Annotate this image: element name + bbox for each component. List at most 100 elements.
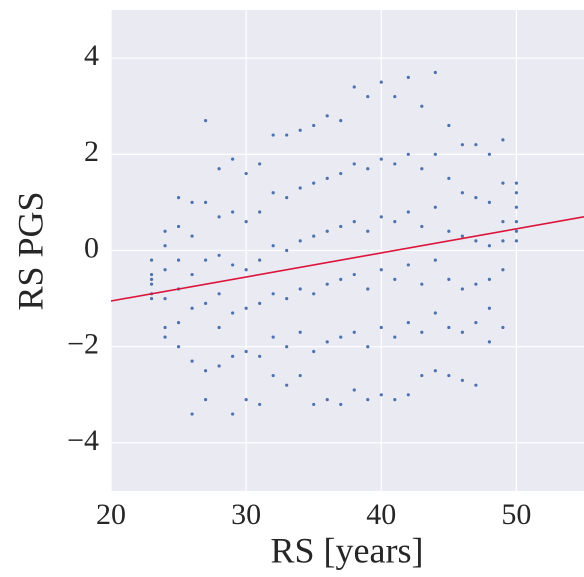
point [149, 258, 154, 262]
point [474, 143, 478, 147]
point [474, 383, 478, 387]
point [447, 325, 451, 330]
point [325, 229, 329, 233]
point [406, 210, 410, 214]
point [176, 258, 181, 262]
point [433, 205, 437, 209]
point [501, 181, 505, 185]
point [447, 373, 451, 378]
point [433, 311, 437, 315]
point [231, 354, 235, 358]
point [447, 229, 451, 233]
y-axis-label: RS PGS [10, 191, 50, 310]
point [312, 234, 316, 238]
point [325, 176, 329, 180]
point [258, 301, 262, 306]
point [217, 292, 221, 296]
point [163, 325, 167, 330]
point [460, 143, 464, 147]
point [514, 181, 519, 185]
point [217, 215, 221, 219]
point [244, 306, 248, 310]
point [312, 292, 316, 296]
point [406, 75, 410, 79]
point [163, 229, 167, 233]
point [406, 152, 410, 156]
point [312, 402, 316, 407]
point [420, 224, 424, 229]
point [325, 398, 329, 402]
point [325, 282, 329, 286]
point [433, 70, 437, 75]
point [460, 378, 464, 382]
point [231, 412, 235, 416]
point [231, 157, 235, 161]
point [312, 181, 316, 185]
point [149, 277, 154, 281]
point [163, 268, 167, 272]
point [190, 272, 194, 277]
point [501, 239, 505, 243]
point [460, 287, 464, 291]
point [393, 94, 397, 99]
point [393, 398, 397, 402]
x-tick-label: 30 [231, 498, 261, 531]
point [379, 80, 383, 84]
point [501, 138, 505, 142]
point [474, 195, 478, 200]
point [190, 306, 194, 310]
point [514, 229, 519, 233]
point [460, 191, 464, 195]
point [217, 325, 221, 330]
y-tick-label: 4 [84, 39, 99, 72]
point [176, 345, 181, 349]
point [420, 167, 424, 171]
point [379, 157, 383, 161]
point [285, 248, 289, 253]
point [366, 345, 370, 349]
point [204, 369, 208, 373]
y-tick-label: 0 [84, 231, 99, 264]
point [285, 195, 289, 200]
point [298, 239, 302, 243]
point [258, 162, 262, 166]
point [244, 398, 248, 402]
point [379, 215, 383, 219]
point [352, 85, 356, 89]
point [420, 330, 424, 334]
point [379, 325, 383, 330]
point [217, 364, 221, 368]
y-tick-label: −4 [67, 424, 99, 457]
point [366, 398, 370, 402]
point [447, 176, 451, 180]
point [258, 354, 262, 358]
point [420, 104, 424, 108]
point [285, 383, 289, 387]
point [217, 167, 221, 171]
x-axis-label: RS [years] [271, 530, 424, 570]
point [501, 220, 505, 224]
point [190, 200, 194, 204]
point [487, 200, 491, 204]
point [190, 359, 194, 363]
point [339, 224, 343, 229]
point [244, 268, 248, 272]
point [447, 277, 451, 281]
x-tick-label: 50 [501, 498, 531, 531]
y-tick-label: 2 [84, 135, 99, 168]
point [487, 152, 491, 156]
point [204, 119, 208, 123]
point [474, 321, 478, 325]
point [514, 205, 519, 209]
point [433, 369, 437, 373]
point [420, 282, 424, 286]
point [163, 297, 167, 301]
point [433, 258, 437, 262]
point [258, 402, 262, 407]
point [190, 412, 194, 416]
point [190, 234, 194, 238]
point [204, 258, 208, 262]
point [352, 388, 356, 392]
point [352, 220, 356, 224]
